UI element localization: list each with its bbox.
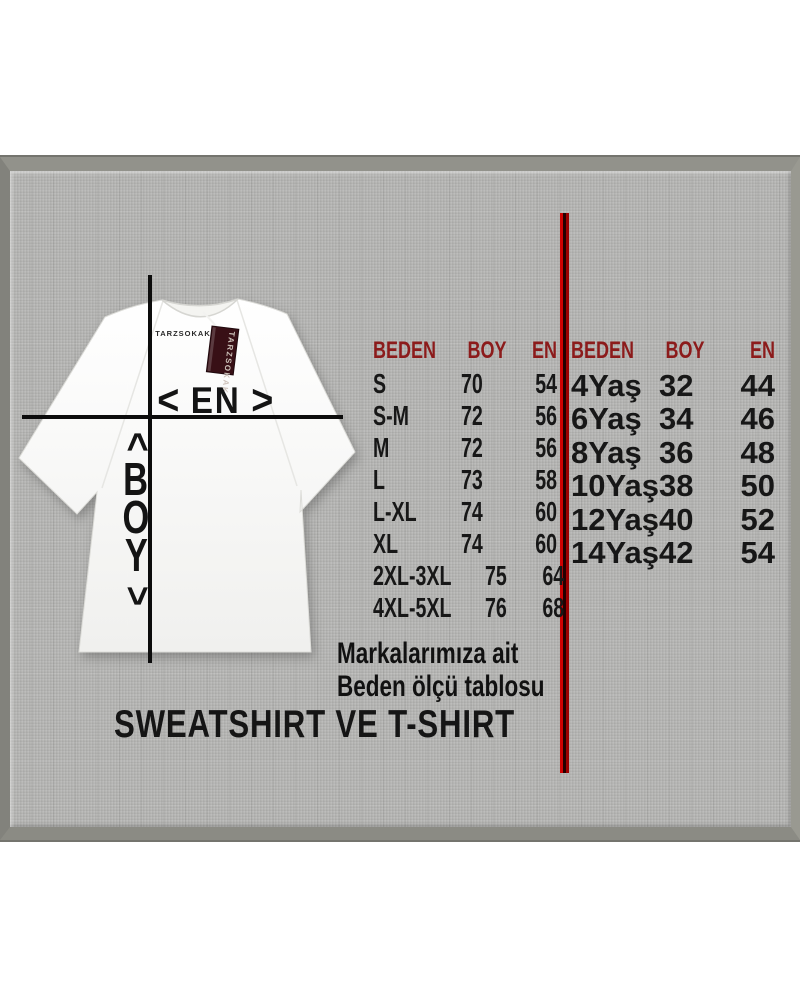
table-row: 14Yaş 42 54: [571, 535, 775, 571]
table-row: S 70 54: [373, 368, 557, 400]
header-boy: BOY: [467, 337, 507, 364]
table-row: L-XL 74 60: [373, 496, 557, 528]
table-row: 4Yaş 32 44: [571, 367, 775, 403]
table-row: 4XL-5XL 76 68: [373, 592, 564, 624]
table-cell: 36: [659, 434, 694, 470]
table-cell: 6Yaş: [571, 401, 642, 437]
table-cell: 75: [485, 560, 507, 591]
length-axis-line: [148, 275, 152, 663]
table-row: 12Yaş 40 52: [571, 501, 775, 537]
table-row: L 73 58: [373, 464, 557, 496]
table-divider-rule: [560, 213, 569, 773]
length-label-letter: B: [123, 453, 149, 505]
table-row: 6Yaş 34 46: [571, 401, 775, 437]
width-arrow-right-icon: >: [251, 376, 274, 423]
length-arrow-bottom-icon: >: [115, 586, 158, 606]
table-cell: 56: [535, 400, 557, 431]
table-caption: Markalarımıza ait Beden ölçü tablosu: [337, 637, 545, 703]
table-row: 2XL-3XL 75 64: [373, 560, 564, 592]
table-row: M 72 56: [373, 432, 557, 464]
table-cell: S: [373, 368, 387, 399]
table-cell: 72: [461, 400, 483, 431]
table-cell: 74: [461, 496, 483, 527]
width-axis-line: [22, 415, 343, 419]
page-title: SWEATSHIRT VE T-SHIRT: [114, 703, 516, 746]
adult-size-table: BEDEN BOY EN S 70 54 S-M 72 56 M 72 56 L 73 58 L-XL 7…: [373, 337, 564, 624]
width-dimension-label: < EN >: [156, 379, 274, 421]
table-cell: 2XL-3XL: [373, 560, 452, 591]
table-cell: 72: [461, 432, 483, 463]
table-body: S 70 54 S-M 72 56 M 72 56 L 73 58 L-XL 74 60 XL 74 60 2XL-…: [373, 368, 564, 624]
table-row: 8Yaş 36 48: [571, 434, 775, 470]
table-cell: 56: [535, 432, 557, 463]
header-boy: BOY: [665, 337, 705, 364]
collar: [161, 298, 239, 318]
table-cell: 60: [535, 528, 557, 559]
table-cell: 12Yaş: [571, 501, 659, 537]
table-cell: 73: [461, 464, 483, 495]
header-beden: BEDEN: [571, 337, 635, 364]
header-beden: BEDEN: [373, 337, 437, 364]
table-row: 10Yaş 38 50: [571, 468, 775, 504]
header-en: EN: [531, 337, 557, 364]
table-cell: 48: [740, 434, 775, 470]
table-cell: 4XL-5XL: [373, 592, 452, 623]
table-cell: 40: [659, 501, 694, 537]
table-cell: 68: [542, 592, 565, 623]
table-cell: 4Yaş: [571, 367, 642, 403]
table-cell: 8Yaş: [571, 434, 642, 470]
kids-size-table: BEDEN BOY EN 4Yaş 32 44 6Yaş 34 46 8Yaş 36 48 10Y…: [571, 337, 775, 571]
framed-gray-panel: [0, 155, 800, 842]
table-cell: 52: [740, 501, 775, 537]
table-cell: 14Yaş: [571, 535, 659, 571]
table-cell: 54: [535, 368, 557, 399]
table-cell: 76: [485, 592, 507, 623]
table-cell: 10Yaş: [571, 468, 659, 504]
caption-line-2: Beden ölçü tablosu: [337, 670, 545, 703]
collar-brand-label: TARZSOKAK: [155, 329, 211, 338]
caption-line-1: Markalarımıza ait: [337, 637, 519, 670]
length-label-letter: O: [122, 491, 150, 543]
table-cell: 54: [740, 535, 775, 571]
length-arrow-top-icon: <: [115, 432, 158, 452]
table-row: S-M 72 56: [373, 400, 557, 432]
tshirt-image: TARZSOKAK TARZSOKAK: [18, 298, 356, 653]
table-cell: 64: [542, 560, 565, 591]
table-cell: 50: [740, 468, 775, 504]
table-cell: S-M: [373, 400, 409, 431]
table-cell: L-XL: [373, 496, 417, 527]
raglan-seam-left: [101, 300, 164, 489]
table-cell: 38: [659, 468, 694, 504]
table-body: 4Yaş 32 44 6Yaş 34 46 8Yaş 36 48 10Yaş 38 50 12Yaş 40…: [571, 367, 775, 571]
table-cell: 60: [535, 496, 557, 527]
width-arrow-left-icon: <: [157, 376, 180, 423]
table-cell: 44: [740, 367, 775, 403]
table-header-row: BEDEN BOY EN: [373, 337, 557, 364]
table-cell: 32: [659, 367, 694, 403]
table-cell: 34: [659, 401, 694, 437]
width-label-text: EN: [190, 379, 241, 421]
table-row: XL 74 60: [373, 528, 557, 560]
table-cell: 70: [461, 368, 483, 399]
header-en: EN: [749, 337, 775, 364]
table-cell: 42: [659, 535, 694, 571]
table-cell: XL: [373, 528, 399, 559]
table-cell: M: [373, 432, 390, 463]
length-label-letter: Y: [124, 529, 148, 581]
table-cell: 46: [740, 401, 775, 437]
raglan-seam-right: [236, 299, 298, 487]
tshirt-body: [18, 298, 356, 653]
table-cell: 74: [461, 528, 483, 559]
table-cell: 58: [535, 464, 557, 495]
table-cell: L: [373, 464, 385, 495]
table-header-row: BEDEN BOY EN: [571, 337, 775, 364]
